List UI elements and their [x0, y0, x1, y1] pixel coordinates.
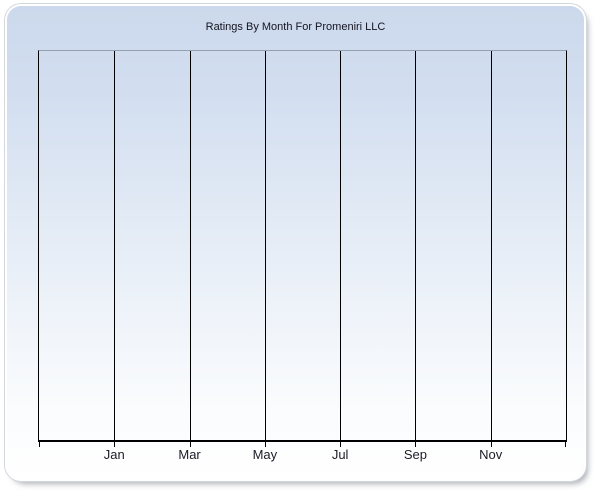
plot-area: Jan Mar May Jul Sep Nov	[38, 50, 567, 462]
x-axis-tick	[565, 442, 566, 447]
x-axis-label: Sep	[403, 447, 427, 462]
x-axis-label: Jul	[331, 447, 349, 462]
x-gridline	[189, 51, 191, 440]
chart-panel: Ratings By Month For Promeniri LLC Jan Ma…	[7, 6, 584, 479]
x-axis-tick	[39, 442, 40, 447]
x-gridline	[415, 51, 417, 440]
x-axis-tick	[189, 442, 191, 447]
x-gridline	[114, 51, 116, 440]
x-axis-label: Mar	[178, 447, 201, 462]
x-axis-tick	[415, 442, 417, 447]
x-axis-tick	[114, 442, 116, 447]
x-gridline	[490, 51, 492, 440]
x-axis-tick	[340, 442, 342, 447]
x-axis-label: May	[252, 447, 278, 462]
x-axis-tick	[490, 442, 492, 447]
x-axis-label: Jan	[103, 447, 125, 462]
x-axis-label: Nov	[479, 447, 503, 462]
chart-title: Ratings By Month For Promeniri LLC	[205, 21, 386, 33]
x-gridline	[340, 51, 342, 440]
x-gridline	[264, 51, 266, 440]
x-axis-tick	[264, 442, 266, 447]
